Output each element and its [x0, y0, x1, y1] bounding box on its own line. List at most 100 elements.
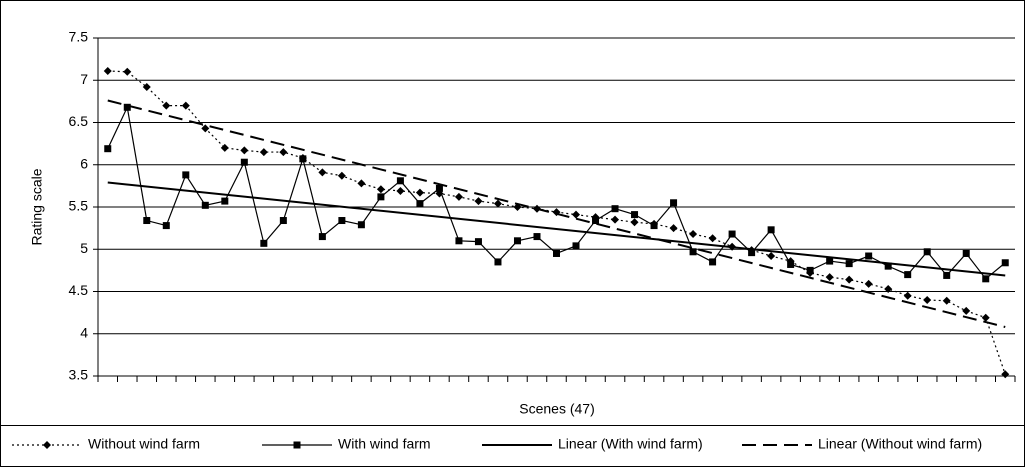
- diamond-marker: [513, 203, 522, 211]
- square-marker: [377, 193, 385, 201]
- square-marker: [455, 237, 463, 245]
- diamond-marker: [962, 306, 971, 315]
- diamond-marker: [396, 186, 405, 195]
- diamond-marker: [708, 234, 717, 243]
- diamond-marker: [123, 67, 132, 76]
- square-marker: [494, 258, 502, 266]
- diamond-marker: [728, 242, 737, 251]
- square-marker: [728, 230, 736, 238]
- diamond-marker: [43, 441, 51, 449]
- square-marker: [123, 103, 131, 111]
- square-marker: [533, 233, 541, 241]
- diamond-marker: [142, 83, 151, 92]
- square-marker: [767, 226, 775, 234]
- y-tick-label: 7.5: [69, 29, 89, 45]
- diamond-marker: [162, 101, 171, 110]
- square-marker: [592, 217, 600, 225]
- square-marker: [572, 242, 580, 250]
- y-tick-label: 3.5: [69, 367, 89, 383]
- square-marker: [143, 217, 151, 225]
- square-marker: [221, 197, 229, 205]
- square-marker: [806, 266, 814, 274]
- square-marker: [943, 271, 951, 279]
- diamond-marker: [552, 208, 561, 217]
- square-marker: [260, 239, 268, 247]
- square-marker: [865, 252, 873, 260]
- legend-label: Without wind farm: [88, 436, 200, 452]
- diamond-marker: [103, 66, 112, 75]
- diamond-marker: [220, 143, 229, 152]
- y-tick-label: 6: [80, 155, 88, 171]
- diamond-marker: [259, 148, 268, 157]
- diamond-marker: [240, 146, 249, 155]
- diamond-marker: [493, 199, 502, 208]
- legend-label: With wind farm: [338, 436, 431, 452]
- diamond-marker: [611, 215, 620, 224]
- square-marker: [104, 145, 112, 153]
- y-tick-label: 7: [80, 71, 88, 87]
- y-tick-label: 4: [80, 324, 88, 340]
- square-marker: [1001, 259, 1009, 267]
- diamond-marker: [318, 168, 327, 177]
- trendline: [107, 181, 1006, 277]
- diamond-marker: [415, 188, 424, 197]
- square-marker: [240, 158, 248, 166]
- diamond-marker: [279, 148, 288, 157]
- square-marker: [318, 233, 326, 241]
- square-marker: [162, 222, 170, 230]
- square-marker: [279, 217, 287, 225]
- square-marker: [357, 221, 365, 229]
- diamond-marker: [630, 218, 639, 227]
- y-tick-label: 4.5: [69, 282, 89, 298]
- square-marker: [299, 155, 307, 163]
- diamond-marker: [981, 313, 990, 322]
- diamond-marker: [532, 204, 541, 213]
- diamond-marker: [903, 291, 912, 300]
- legend-label: Linear (With wind farm): [558, 436, 703, 452]
- diamond-marker: [845, 275, 854, 284]
- square-marker: [182, 171, 190, 179]
- diamond-marker: [942, 296, 951, 305]
- square-marker: [709, 258, 717, 266]
- square-marker: [631, 211, 639, 219]
- square-marker: [293, 441, 301, 449]
- square-marker: [826, 257, 834, 265]
- square-marker: [553, 249, 560, 257]
- square-marker: [923, 248, 931, 256]
- square-marker: [787, 260, 795, 268]
- square-marker: [904, 271, 912, 279]
- square-marker: [513, 237, 521, 245]
- square-marker: [435, 184, 443, 192]
- diamond-marker: [884, 284, 893, 293]
- legend-label: Linear (Without wind farm): [818, 436, 982, 452]
- y-axis-label: Rating scale: [29, 168, 45, 245]
- square-marker: [474, 238, 482, 246]
- square-marker: [338, 217, 346, 225]
- square-marker: [884, 262, 892, 270]
- diamond-marker: [767, 252, 776, 261]
- diamond-marker: [201, 124, 210, 133]
- square-marker: [611, 205, 619, 213]
- square-marker: [748, 249, 756, 257]
- diamond-marker: [669, 224, 678, 233]
- diamond-marker: [376, 185, 385, 194]
- diamond-marker: [923, 295, 932, 304]
- diamond-marker: [474, 197, 483, 206]
- square-marker: [396, 177, 404, 185]
- diamond-marker: [572, 210, 581, 219]
- diamond-marker: [454, 192, 463, 201]
- square-marker: [962, 249, 970, 257]
- square-marker: [670, 199, 678, 207]
- square-marker: [416, 200, 424, 208]
- y-tick-label: 6.5: [69, 113, 89, 129]
- square-marker: [845, 260, 853, 268]
- diamond-marker: [825, 273, 834, 282]
- x-axis-label: Scenes (47): [519, 401, 594, 417]
- y-tick-label: 5: [80, 240, 88, 256]
- diamond-marker: [337, 171, 346, 180]
- diamond-marker: [864, 279, 873, 288]
- diamond-marker: [357, 179, 366, 188]
- square-marker: [689, 248, 697, 256]
